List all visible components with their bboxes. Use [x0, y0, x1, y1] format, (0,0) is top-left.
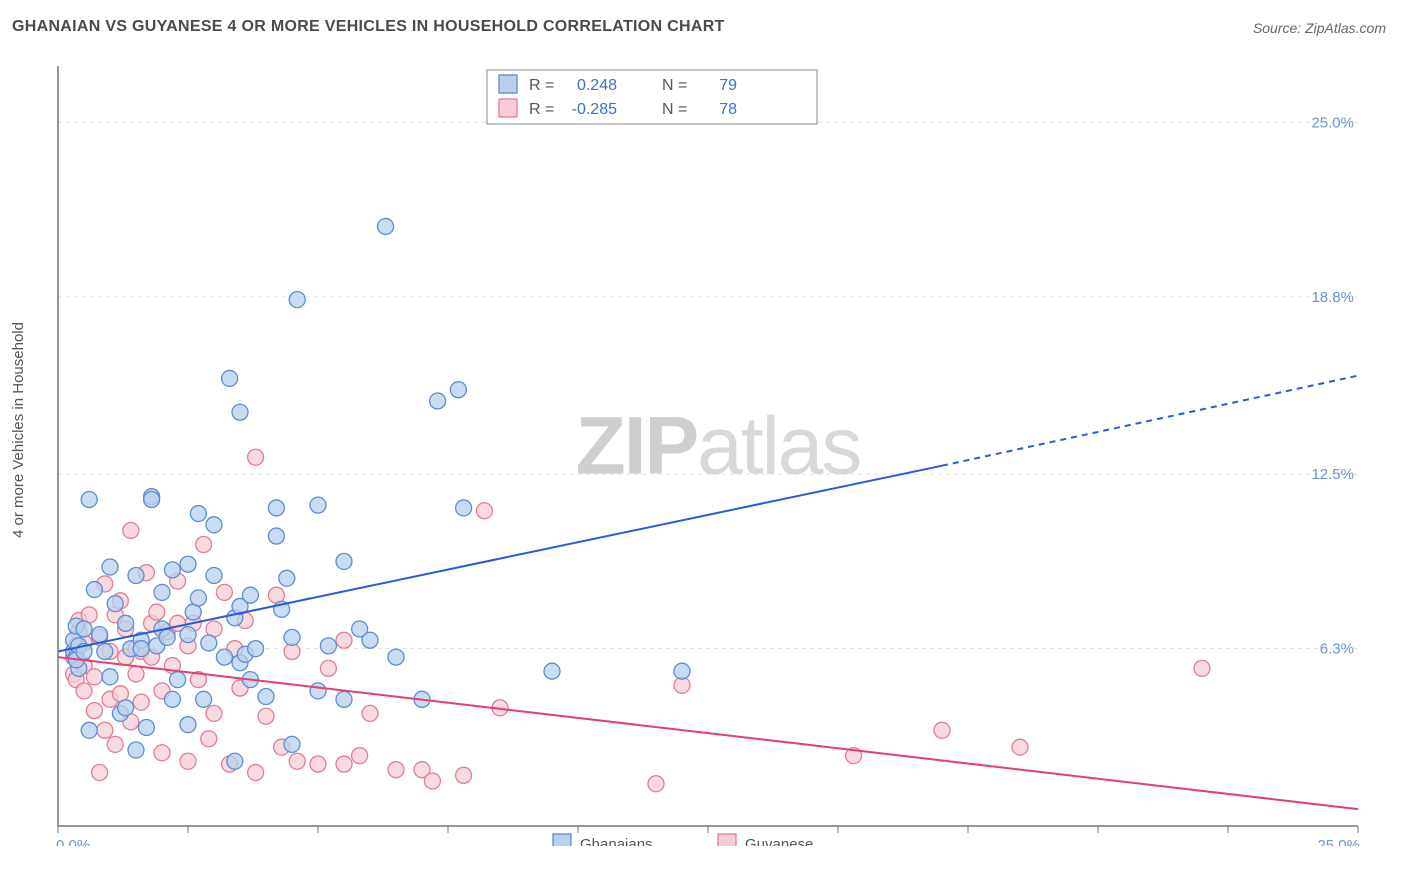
svg-text:25.0%: 25.0%: [1317, 837, 1360, 846]
y-axis-label: 4 or more Vehicles in Household: [10, 322, 27, 538]
svg-text:R =: R =: [529, 77, 554, 94]
svg-text:18.8%: 18.8%: [1311, 289, 1354, 306]
chart-title: GHANAIAN VS GUYANESE 4 OR MORE VEHICLES …: [12, 18, 725, 36]
svg-text:6.3%: 6.3%: [1320, 641, 1354, 658]
svg-text:12.5%: 12.5%: [1311, 466, 1354, 483]
chart-area: ZIPatlas 6.3%12.5%18.8%25.0%0.0%25.0%R =…: [48, 56, 1388, 846]
source-attribution: Source: ZipAtlas.com: [1253, 20, 1386, 36]
svg-text:N =: N =: [662, 101, 687, 118]
svg-text:0.248: 0.248: [577, 77, 617, 94]
svg-text:79: 79: [719, 77, 737, 94]
svg-text:Guyanese: Guyanese: [745, 836, 813, 846]
svg-text:25.0%: 25.0%: [1311, 114, 1354, 131]
svg-text:-0.285: -0.285: [572, 101, 617, 118]
svg-text:N =: N =: [662, 77, 687, 94]
svg-text:R =: R =: [529, 101, 554, 118]
svg-text:0.0%: 0.0%: [56, 837, 90, 846]
svg-text:78: 78: [719, 101, 737, 118]
scatter-chart: 6.3% 12.5% 18.8% 25.0% 0.0% 25.0% R = 0.248 N = 7…: [48, 56, 1388, 846]
svg-text:Ghanaians: Ghanaians: [580, 836, 653, 846]
